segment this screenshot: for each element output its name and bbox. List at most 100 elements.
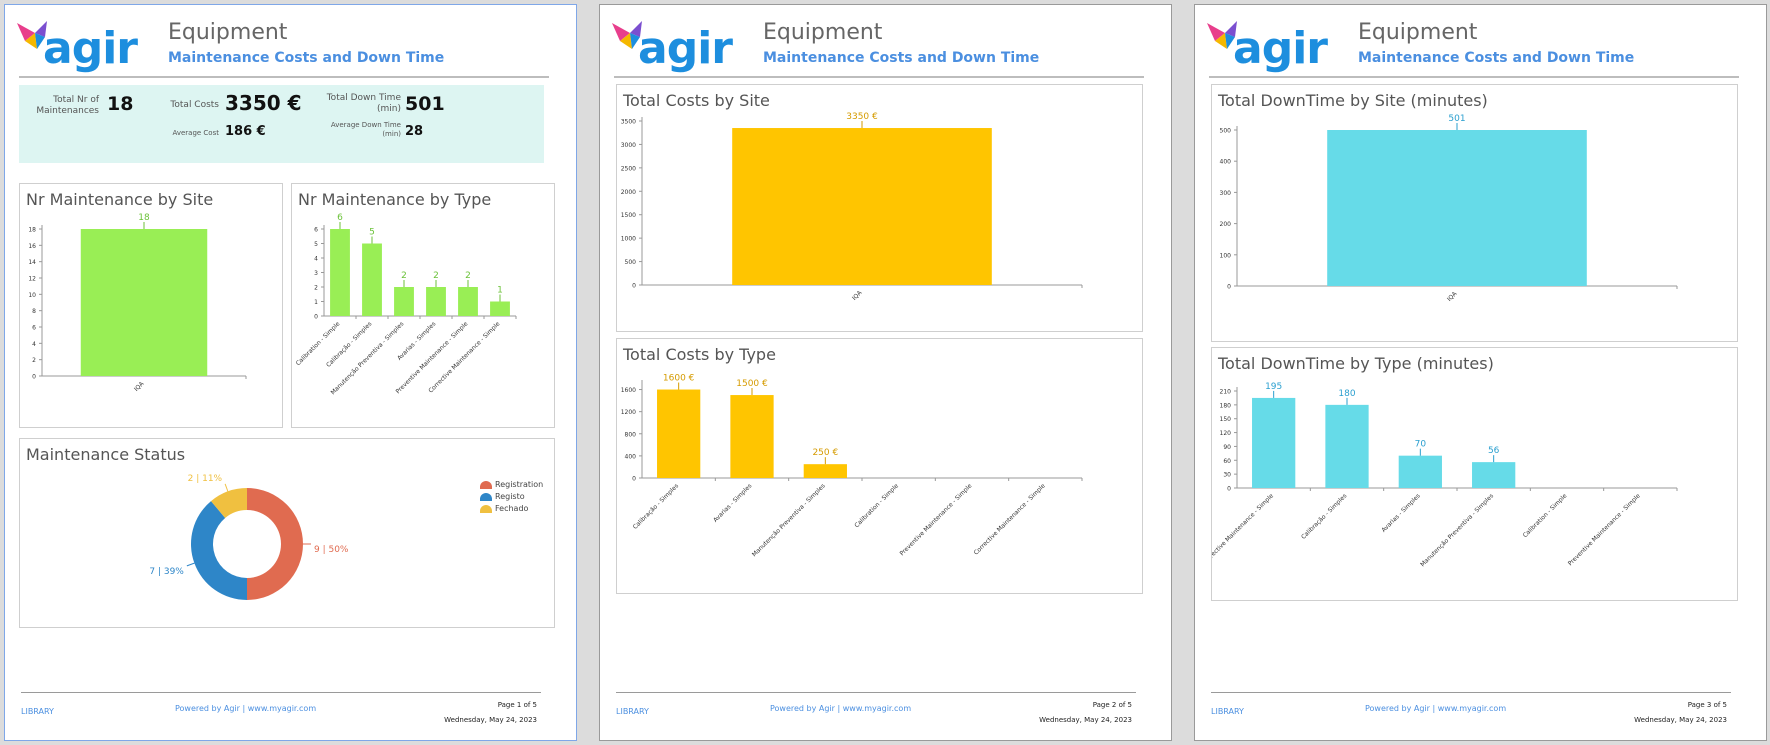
nr-by-site-chart: 0 2 4 6 8 10 12 14 16 18 18 IQA [28, 213, 247, 393]
report-title: Equipment [168, 20, 288, 45]
x-tick-label: Manutenção Preventiva - Simples [1419, 492, 1495, 568]
y-tick-label: 8 [32, 308, 36, 315]
y-tick-label: 12 [28, 276, 36, 283]
kpi-avg-down-label: Average Down Time (min) [330, 121, 401, 138]
data-label: 2 [433, 271, 439, 281]
y-tick-label: 30 [1223, 472, 1231, 479]
data-label: 70 [1415, 440, 1427, 450]
x-tick-label: Calibração - Simples [632, 482, 680, 530]
footer-date: Wednesday, May 24, 2023 [444, 716, 537, 724]
agir-logo-text: agir [1233, 23, 1328, 74]
y-tick-label: 800 [625, 431, 637, 438]
down-by-site-panel: Total DownTime by Site (minutes) 0 100 200… [1211, 84, 1738, 342]
slice-label: 9 | 50% [314, 545, 349, 555]
slice-label-leader [186, 562, 195, 567]
x-tick-label: Corrective Maintenance - Simple [427, 320, 501, 394]
footer-divider [1211, 692, 1731, 693]
nr-by-site-panel: Nr Maintenance by Site 0 2 4 6 8 10 12 14 16 18 18… [19, 183, 283, 428]
data-label: 1500 € [736, 379, 768, 389]
report-page-3[interactable]: agir Equipment Maintenance Costs and Dow… [1194, 4, 1767, 741]
y-tick-label: 2000 [621, 189, 636, 196]
x-tick-label: IQA [133, 380, 146, 393]
footer-powered-by[interactable]: Powered by Agir | www.myagir.com [770, 704, 912, 713]
costs-by-site-title: Total Costs by Site [623, 91, 770, 110]
y-tick-label: 100 [1220, 252, 1232, 259]
bar [330, 229, 350, 316]
footer-page-number: Page 1 of 5 [497, 701, 537, 709]
nr-by-site-title: Nr Maintenance by Site [26, 190, 214, 209]
maintenance-status-chart: 9 | 50% 7 | 39% 2 | 11% [149, 474, 349, 600]
report-title: Equipment [1358, 20, 1478, 45]
x-tick-label: Manutenção Preventiva - Simples [330, 320, 406, 396]
y-tick-label: 3 [314, 270, 318, 277]
costs-by-type-title: Total Costs by Type [623, 345, 776, 364]
y-tick-label: 16 [28, 243, 36, 250]
report-page-2[interactable]: agir Equipment Maintenance Costs and Dow… [599, 4, 1172, 741]
bar [394, 287, 414, 316]
data-label: 56 [1488, 446, 1500, 456]
bar [730, 395, 774, 478]
pie-slice [191, 501, 247, 600]
kpi-avg-cost-value: 186 € [225, 124, 266, 139]
legend-item-registration: Registration [480, 479, 543, 491]
legend-label-fechado: Fechado [495, 504, 529, 513]
agir-logo-text: agir [43, 23, 138, 74]
y-tick-label: 120 [1220, 430, 1232, 437]
kpi-total-nr-value: 18 [107, 93, 134, 115]
footer-library: LIBRARY [1211, 707, 1244, 716]
y-tick-label: 0 [314, 314, 318, 321]
x-tick-label: Calibration - Simple [853, 482, 900, 529]
x-tick-label: IQA [1446, 290, 1459, 303]
data-label: 5 [369, 228, 375, 238]
y-tick-label: 3000 [621, 142, 636, 149]
bar [490, 301, 510, 316]
data-label: 195 [1265, 382, 1282, 392]
bar [1472, 462, 1516, 488]
pie-slice [211, 488, 247, 518]
bar [803, 464, 847, 478]
y-tick-label: 1500 [621, 212, 636, 219]
footer-divider [616, 692, 1136, 693]
y-tick-label: 6 [32, 325, 36, 332]
data-label: 250 € [812, 448, 838, 458]
y-tick-label: 1000 [621, 236, 636, 243]
agir-bird-icon [612, 21, 642, 49]
x-tick-label: Calibração - Simples [1300, 492, 1348, 540]
y-tick-label: 10 [28, 292, 36, 299]
data-label: 6 [337, 213, 343, 223]
agir-logo: agir [1205, 19, 1328, 75]
y-tick-label: 18 [28, 227, 36, 234]
footer-powered-by[interactable]: Powered by Agir | www.myagir.com [175, 704, 317, 713]
bar [1252, 397, 1296, 488]
report-page-1[interactable]: agir Equipment Maintenance Costs and Dow… [4, 4, 577, 741]
y-tick-label: 0 [632, 283, 636, 290]
kpi-total-down-label: Total Down Time (min) [326, 93, 401, 114]
bar [657, 389, 701, 478]
y-tick-label: 500 [625, 259, 637, 266]
y-tick-label: 400 [625, 453, 637, 460]
data-label: 3350 € [846, 112, 878, 122]
legend-swatch-registo [480, 493, 492, 501]
y-tick-label: 1600 [621, 387, 636, 394]
costs-by-site-chart: 0 500 1000 1500 2000 2500 3000 3500 3350 € IQA [621, 112, 1083, 302]
bar [426, 287, 446, 316]
agir-bird-icon [17, 21, 47, 49]
nr-by-type-panel: Nr Maintenance by Type 0 1 2 3 4 5 6 6 Calibrati… [291, 183, 555, 428]
y-tick-label: 500 [1220, 128, 1232, 135]
y-tick-label: 14 [28, 259, 36, 266]
legend-label-registration: Registration [495, 480, 544, 489]
pie-slice [247, 488, 303, 600]
kpi-total-costs-label: Total Costs [170, 100, 219, 110]
data-label: 501 [1448, 114, 1465, 124]
kpi-avg-down-value: 28 [405, 124, 424, 139]
report-subtitle: Maintenance Costs and Down Time [1358, 50, 1635, 66]
y-tick-label: 0 [1227, 284, 1231, 291]
kpi-total-costs-value: 3350 € [225, 91, 302, 115]
footer-divider [21, 692, 541, 693]
costs-by-site-panel: Total Costs by Site 0 500 1000 1500 2000 2500… [616, 84, 1143, 332]
footer-powered-by[interactable]: Powered by Agir | www.myagir.com [1365, 704, 1507, 713]
x-tick-label: Calibration - Simple [1522, 492, 1569, 539]
slice-label: 7 | 39% [149, 567, 184, 577]
